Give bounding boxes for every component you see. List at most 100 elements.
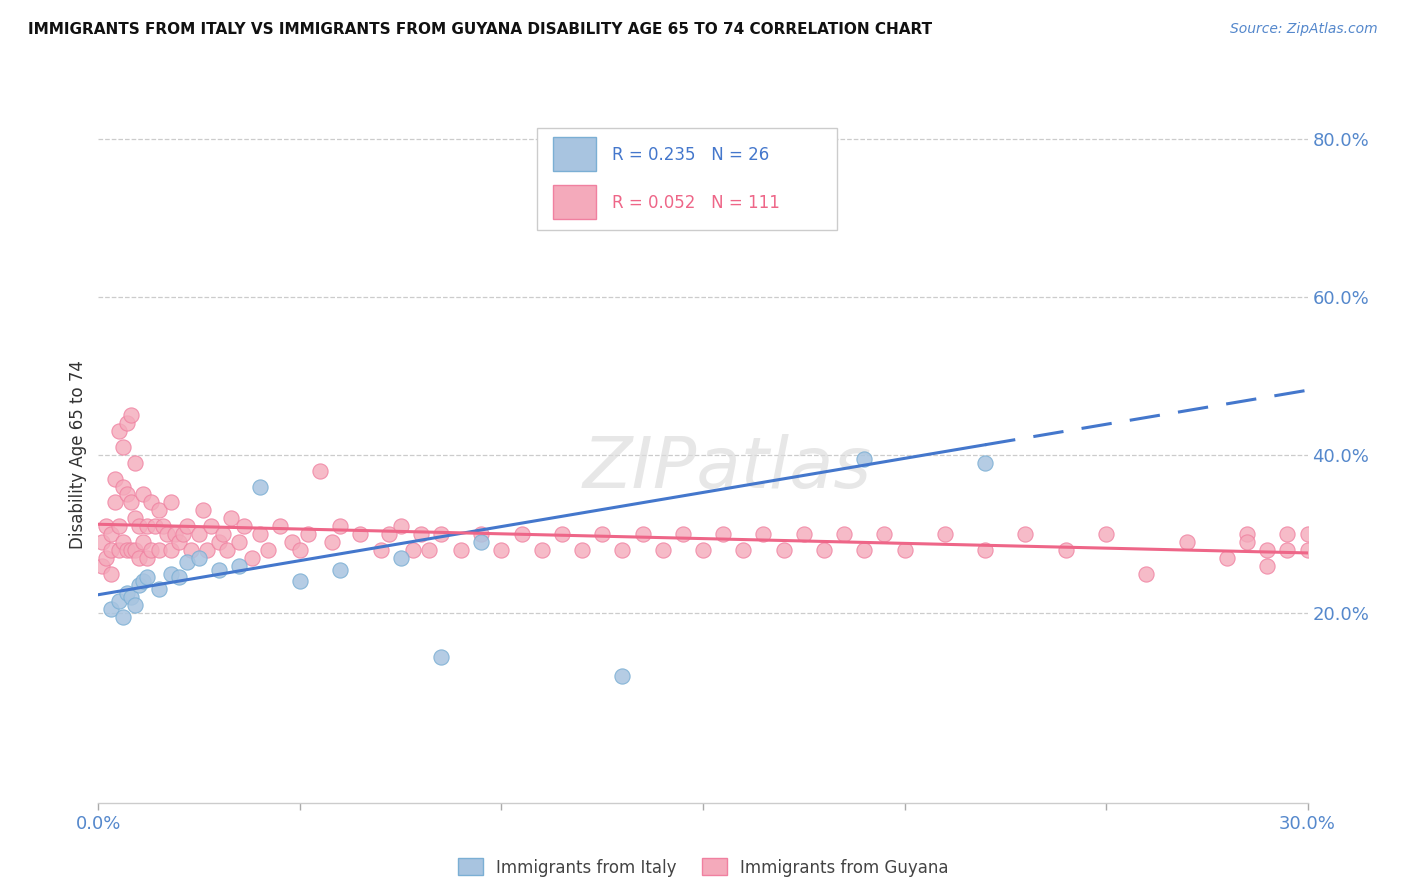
Point [752,527,775,541]
Point [160,566,183,581]
Point [853,542,876,557]
Point [115,542,138,557]
Point [156,527,179,541]
Point [132,534,155,549]
Point [135,519,157,533]
Point [974,456,997,470]
Point [418,542,440,557]
Point [91,558,114,573]
Point [832,527,855,541]
Point [551,527,574,541]
FancyBboxPatch shape [537,128,838,230]
Point [160,495,183,509]
Point [124,511,146,525]
Text: R = 0.052   N = 111: R = 0.052 N = 111 [612,194,779,212]
Point [111,479,134,493]
Point [1135,566,1157,581]
Point [132,487,155,501]
Point [450,542,472,557]
Point [389,550,412,565]
Point [111,610,134,624]
Point [793,527,815,541]
Point [711,527,734,541]
Text: IMMIGRANTS FROM ITALY VS IMMIGRANTS FROM GUYANA DISABILITY AGE 65 TO 74 CORRELAT: IMMIGRANTS FROM ITALY VS IMMIGRANTS FROM… [28,22,932,37]
Point [124,542,146,557]
Point [120,591,142,605]
Point [281,534,304,549]
Point [120,495,142,509]
Point [430,649,453,664]
Point [221,511,243,525]
Point [172,527,194,541]
Point [1296,542,1319,557]
Point [148,582,170,597]
Point [228,558,250,573]
Point [160,542,183,557]
Point [1256,558,1278,573]
Y-axis label: Disability Age 65 to 74: Disability Age 65 to 74 [69,360,87,549]
Point [148,542,170,557]
Point [329,519,352,533]
Point [974,542,997,557]
Point [1277,527,1299,541]
Point [329,563,352,577]
Point [430,527,453,541]
Point [217,542,239,557]
Point [1236,534,1258,549]
Point [100,566,122,581]
Point [167,570,190,584]
Point [124,456,146,470]
Point [180,542,202,557]
Point [692,542,714,557]
Point [176,519,198,533]
Text: R = 0.235   N = 26: R = 0.235 N = 26 [612,146,769,164]
FancyBboxPatch shape [553,185,596,219]
Point [91,534,114,549]
Point [135,570,157,584]
Point [1236,527,1258,541]
Point [100,602,122,616]
Point [1296,527,1319,541]
Point [107,594,129,608]
Point [893,542,915,557]
Point [115,586,138,600]
Point [389,519,412,533]
Point [813,542,835,557]
Point [309,464,332,478]
Point [1277,542,1299,557]
Point [188,550,211,565]
Point [1216,550,1239,565]
Point [111,440,134,454]
Point [249,479,271,493]
Point [107,424,129,438]
Point [208,563,231,577]
Point [115,487,138,501]
Point [934,527,956,541]
Point [402,542,425,557]
Point [124,598,146,612]
Point [176,555,198,569]
Point [1256,542,1278,557]
Point [288,542,311,557]
Point [148,503,170,517]
Point [651,542,673,557]
Point [612,542,634,557]
Point [853,451,876,466]
Point [491,542,513,557]
Point [321,534,343,549]
Point [256,542,278,557]
Point [128,550,150,565]
Text: Source: ZipAtlas.com: Source: ZipAtlas.com [1230,22,1378,37]
Point [128,519,150,533]
Point [107,542,129,557]
Point [297,527,319,541]
Point [152,519,174,533]
Point [195,542,218,557]
Point [167,534,190,549]
Point [1014,527,1036,541]
Point [139,495,162,509]
Point [132,574,155,589]
Point [269,519,291,533]
Point [111,534,134,549]
Text: ZIPatlas: ZIPatlas [582,434,872,503]
